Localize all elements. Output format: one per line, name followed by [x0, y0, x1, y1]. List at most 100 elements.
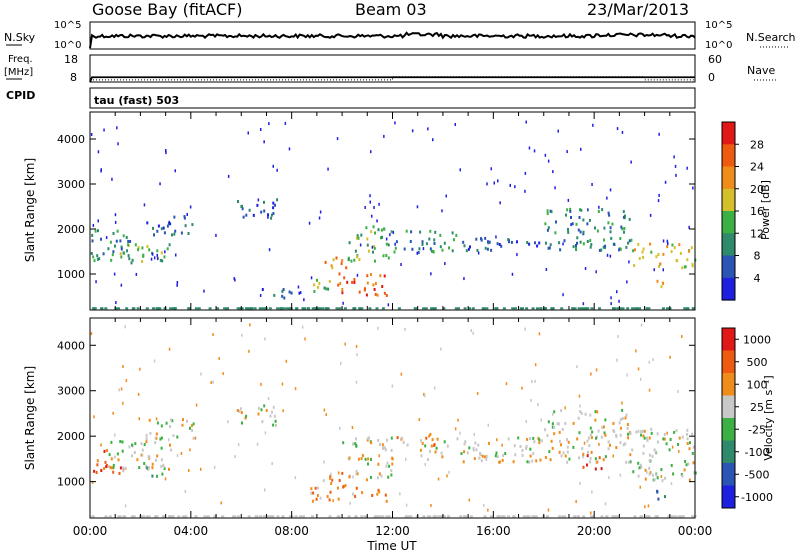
heatmap-cell — [634, 248, 636, 252]
heatmap-cell — [666, 245, 669, 249]
noise-right-label: N.Search — [746, 31, 796, 44]
heatmap-cell — [366, 281, 369, 285]
heatmap-cell — [528, 146, 531, 150]
heatmap-cell — [91, 515, 95, 518]
heatmap-cell — [549, 458, 552, 462]
heatmap-cell — [424, 444, 427, 448]
heatmap-cell — [364, 287, 366, 291]
heatmap-cell — [621, 408, 624, 412]
heatmap-cell — [155, 307, 159, 310]
heatmap-cell — [672, 472, 675, 476]
heatmap-cell — [603, 425, 605, 429]
heatmap-cell — [433, 307, 437, 310]
y-tick-label: 3000 — [57, 385, 85, 398]
y-tick-label: 1000 — [57, 476, 85, 489]
heatmap-cell — [379, 274, 382, 278]
heatmap-cell — [582, 515, 586, 518]
heatmap-cell — [368, 307, 372, 310]
heatmap-cell — [629, 460, 632, 464]
heatmap-cell — [569, 207, 572, 211]
colorbar-frame — [721, 327, 736, 509]
heatmap-cell — [642, 255, 645, 259]
heatmap-cell — [589, 457, 592, 460]
heatmap-cell — [273, 293, 276, 297]
heatmap-cell — [553, 432, 556, 436]
heatmap-cell — [345, 266, 348, 270]
heatmap-cell — [595, 270, 597, 274]
heatmap-cell — [353, 258, 356, 262]
heatmap-cell — [264, 337, 266, 341]
heatmap-cell — [422, 515, 426, 518]
heatmap-cell — [385, 499, 388, 503]
heatmap-cell — [675, 259, 678, 263]
heatmap-cell — [197, 307, 201, 310]
heatmap-cell — [264, 488, 266, 492]
heatmap-cell — [632, 249, 635, 253]
heatmap-cell — [628, 217, 631, 221]
heatmap-cell — [525, 420, 527, 423]
heatmap-cell — [145, 433, 148, 437]
heatmap-cell — [637, 242, 640, 246]
heatmap-cell — [512, 460, 515, 464]
heatmap-cell — [261, 288, 264, 291]
heatmap-cell — [590, 307, 594, 310]
heatmap-cell — [240, 307, 244, 310]
heatmap-cell — [624, 442, 627, 446]
velocity-colorbar: 1000 500 100 25 -25 -100 -500 -1000 — [721, 327, 773, 509]
heatmap-cell — [163, 465, 165, 469]
heatmap-cell — [531, 515, 535, 518]
heatmap-cell — [663, 437, 666, 441]
heatmap-cell — [269, 414, 272, 418]
heatmap-cell — [325, 287, 328, 291]
heatmap-cell — [308, 221, 311, 225]
heatmap-cell — [525, 120, 527, 124]
heatmap-cell — [132, 307, 136, 310]
heatmap-cell — [100, 169, 102, 173]
heatmap-cell — [379, 443, 381, 446]
heatmap-cell — [127, 239, 130, 243]
heatmap-cell — [631, 448, 634, 452]
heatmap-cell — [644, 468, 647, 472]
heatmap-cell — [569, 209, 572, 213]
heatmap-cell — [347, 515, 351, 518]
heatmap-cell — [495, 235, 497, 239]
heatmap-cell — [172, 307, 176, 310]
heatmap-cell — [369, 194, 371, 198]
heatmap-cell — [160, 227, 163, 231]
heatmap-cell — [372, 283, 375, 287]
heatmap-cell — [378, 454, 380, 458]
heatmap-cell — [128, 445, 131, 449]
heatmap-cell — [623, 226, 626, 230]
heatmap-cell — [203, 515, 207, 518]
heatmap-cell — [459, 515, 463, 518]
heatmap-cell — [597, 210, 600, 213]
heatmap-cell — [104, 460, 107, 464]
heatmap-cell — [120, 283, 123, 287]
heatmap-cell — [281, 515, 285, 518]
heatmap-cell — [294, 515, 298, 518]
heatmap-cell — [371, 494, 374, 497]
heatmap-cell — [650, 427, 653, 431]
heatmap-cell — [575, 500, 577, 503]
heatmap-cell — [388, 464, 391, 468]
heatmap-cell — [299, 291, 302, 295]
heatmap-cell — [656, 490, 659, 494]
heatmap-cell — [673, 155, 675, 159]
heatmap-cell — [686, 166, 688, 170]
heatmap-cell — [302, 515, 305, 518]
heatmap-cell — [677, 443, 680, 446]
heatmap-cell — [655, 473, 658, 477]
heatmap-cell — [626, 423, 629, 426]
heatmap-cell — [117, 515, 121, 518]
heatmap-cell — [604, 455, 607, 459]
heatmap-cell — [595, 436, 597, 440]
heatmap-cell — [113, 272, 116, 276]
y-tick-label: 1000 — [57, 268, 85, 281]
heatmap-cell — [112, 232, 115, 235]
heatmap-cell — [134, 442, 137, 446]
heatmap-cell — [524, 515, 528, 518]
heatmap-cell — [282, 288, 285, 291]
heatmap-cell — [589, 413, 592, 417]
heatmap-cell — [215, 233, 217, 237]
heatmap-cell — [648, 436, 651, 440]
